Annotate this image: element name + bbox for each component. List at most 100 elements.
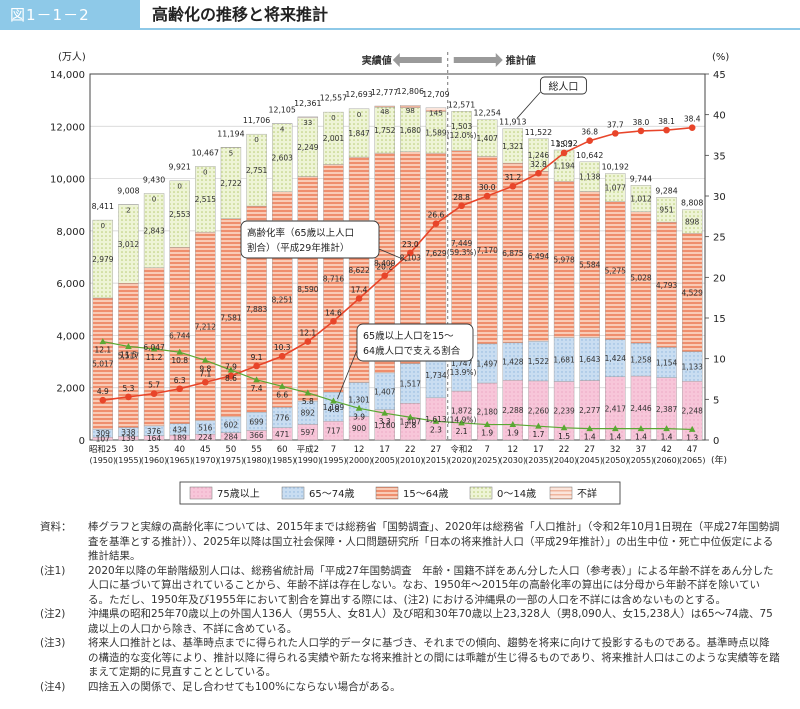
total-callout-box [539,76,587,95]
actual-label: 実績値 [362,54,392,67]
y-tick-label: 10,000 [50,175,85,186]
x-tick-year: (2015) [423,456,450,465]
support-callout-line1: 65歳以上人口を15～ [363,330,454,342]
total-label: 9,284 [655,186,677,195]
segment-label: 8,409 [374,259,396,268]
support-ratio-label: 1.4 [584,433,596,442]
y-tick-label: 4,000 [56,331,85,342]
x-tick-year: (2005) [371,456,398,465]
segment-label: 2,553 [169,210,191,219]
segment-label: 224 [198,433,213,442]
aging-rate-label: 30.0 [479,183,496,192]
aging-rate-label: 31.2 [504,173,521,182]
aging-rate-point [125,393,132,401]
segment-label: 434 [173,425,188,434]
aging-rate-point [483,192,491,200]
total-label: 12,361 [294,99,321,108]
support-ratio-label: 1.4 [609,433,621,442]
segment-label: 164 [147,434,162,443]
support-ratio-point [253,376,260,383]
total-label: 11,194 [217,129,244,138]
segment-label: 1,077 [605,184,627,193]
note-label: (注1) [40,564,66,577]
total-label: 12,693 [345,90,372,99]
aging-rate-label: 5.7 [148,381,160,390]
segment-label: 7,883 [246,305,268,314]
x-tick-year: (2010) [397,456,424,465]
note-2: (注2) 沖縄県の昭和25年70歳以上の外国人136人（男55人、女81人）及び… [40,607,780,636]
total-label: 9,921 [169,163,191,172]
x-tick-year: (2025) [474,456,501,465]
segment-label: 366 [249,431,264,440]
support-ratio-point [355,404,363,411]
note-label: (注2) [40,608,66,620]
segment-label-unknown: 0 [152,194,157,203]
x-tick-year: (2065) [679,456,706,465]
aging-callout-box [240,220,380,259]
aging-rate-label: 7.9 [225,363,237,372]
support-ratio-point [688,425,696,432]
support-ratio-label: 11.2 [146,353,163,362]
segment-label-unknown: 2 [126,206,131,215]
x-tick-year: (2020) [448,456,475,465]
x-tick-year: (1955) [115,456,142,465]
segment-label: 1,680 [400,126,422,135]
aging-rate-point [278,352,286,360]
segment-label: 699 [249,417,264,426]
segment-label: 5,584 [579,261,601,270]
x-tick-label: 60 [277,445,288,455]
x-tick-label: 22 [559,445,570,455]
y-tick-label: 12,000 [50,122,85,133]
segment-label-unknown: 5 [229,148,234,157]
aging-rate-point [99,396,107,404]
x-tick-label: 30 [123,445,134,455]
aging-rate-label: 38.1 [658,117,675,126]
segment-label: 2,249 [297,143,319,152]
aging-rate-point [560,149,568,157]
x-tick-label: 42 [661,445,672,455]
figure-number: 図1－1－2 [0,0,140,30]
segment-label: 2,446 [630,404,652,413]
x-tick-label: 7 [331,445,336,455]
segment-label: 1,428 [502,358,524,367]
y2-tick-label: 30 [713,192,726,203]
x-tick-year: (1995) [320,456,347,465]
segment-label: 1,522 [528,357,550,366]
segment-label: 1,734 [425,371,447,380]
support-ratio-label: 1.9 [481,429,493,438]
segment-label: 6,744 [169,332,191,341]
bar-0-14 [92,219,114,299]
total-label: 11,706 [243,116,270,125]
segment-label: 309 [96,429,111,438]
notes-section: 資料： 棒グラフと実線の高齢化率については、2015年までは総務省「国勢調査」、… [40,520,780,694]
segment-label: 2,248 [681,407,703,416]
segment-label: 516 [198,423,213,432]
segment-label: 6,047 [143,343,165,352]
aging-rate-label: 20.2 [376,263,393,272]
support-ratio-label: 1.4 [635,433,647,442]
right-axis-unit: (%) [712,52,729,63]
support-ratio-label: 8.6 [225,374,237,383]
legend-swatch [189,486,213,500]
aging-rate-label: 4.9 [97,387,109,396]
y-tick-label: 8,000 [56,227,85,238]
segment-label: 1,138 [579,173,601,182]
legend-swatch [375,486,399,500]
total-label: 12,105 [269,106,296,115]
x-tick-label: 7 [484,445,489,455]
segment-label: 2,515 [195,195,217,204]
y2-tick-label: 35 [713,151,726,162]
x-tick-year: (2035) [525,456,552,465]
segment-label: 1,503 [451,122,473,131]
y2-tick-label: 20 [713,273,726,284]
y2-tick-label: 0 [713,436,719,447]
segment-label: 1,109 [323,403,345,412]
support-ratio-label: 12.1 [94,346,111,355]
x-tick-label: 22 [405,445,416,455]
aging-rate-label: 23.0 [402,240,419,249]
aging-rate-line [102,126,693,401]
note-4: (注4) 四捨五入の関係で、足し合わせても100%にならない場合がある。 [40,680,780,695]
aging-rate-point [330,317,337,325]
aging-rate-label: 7.1 [199,369,211,378]
figure-title: 高齢化の推移と将来推計 [152,5,329,24]
